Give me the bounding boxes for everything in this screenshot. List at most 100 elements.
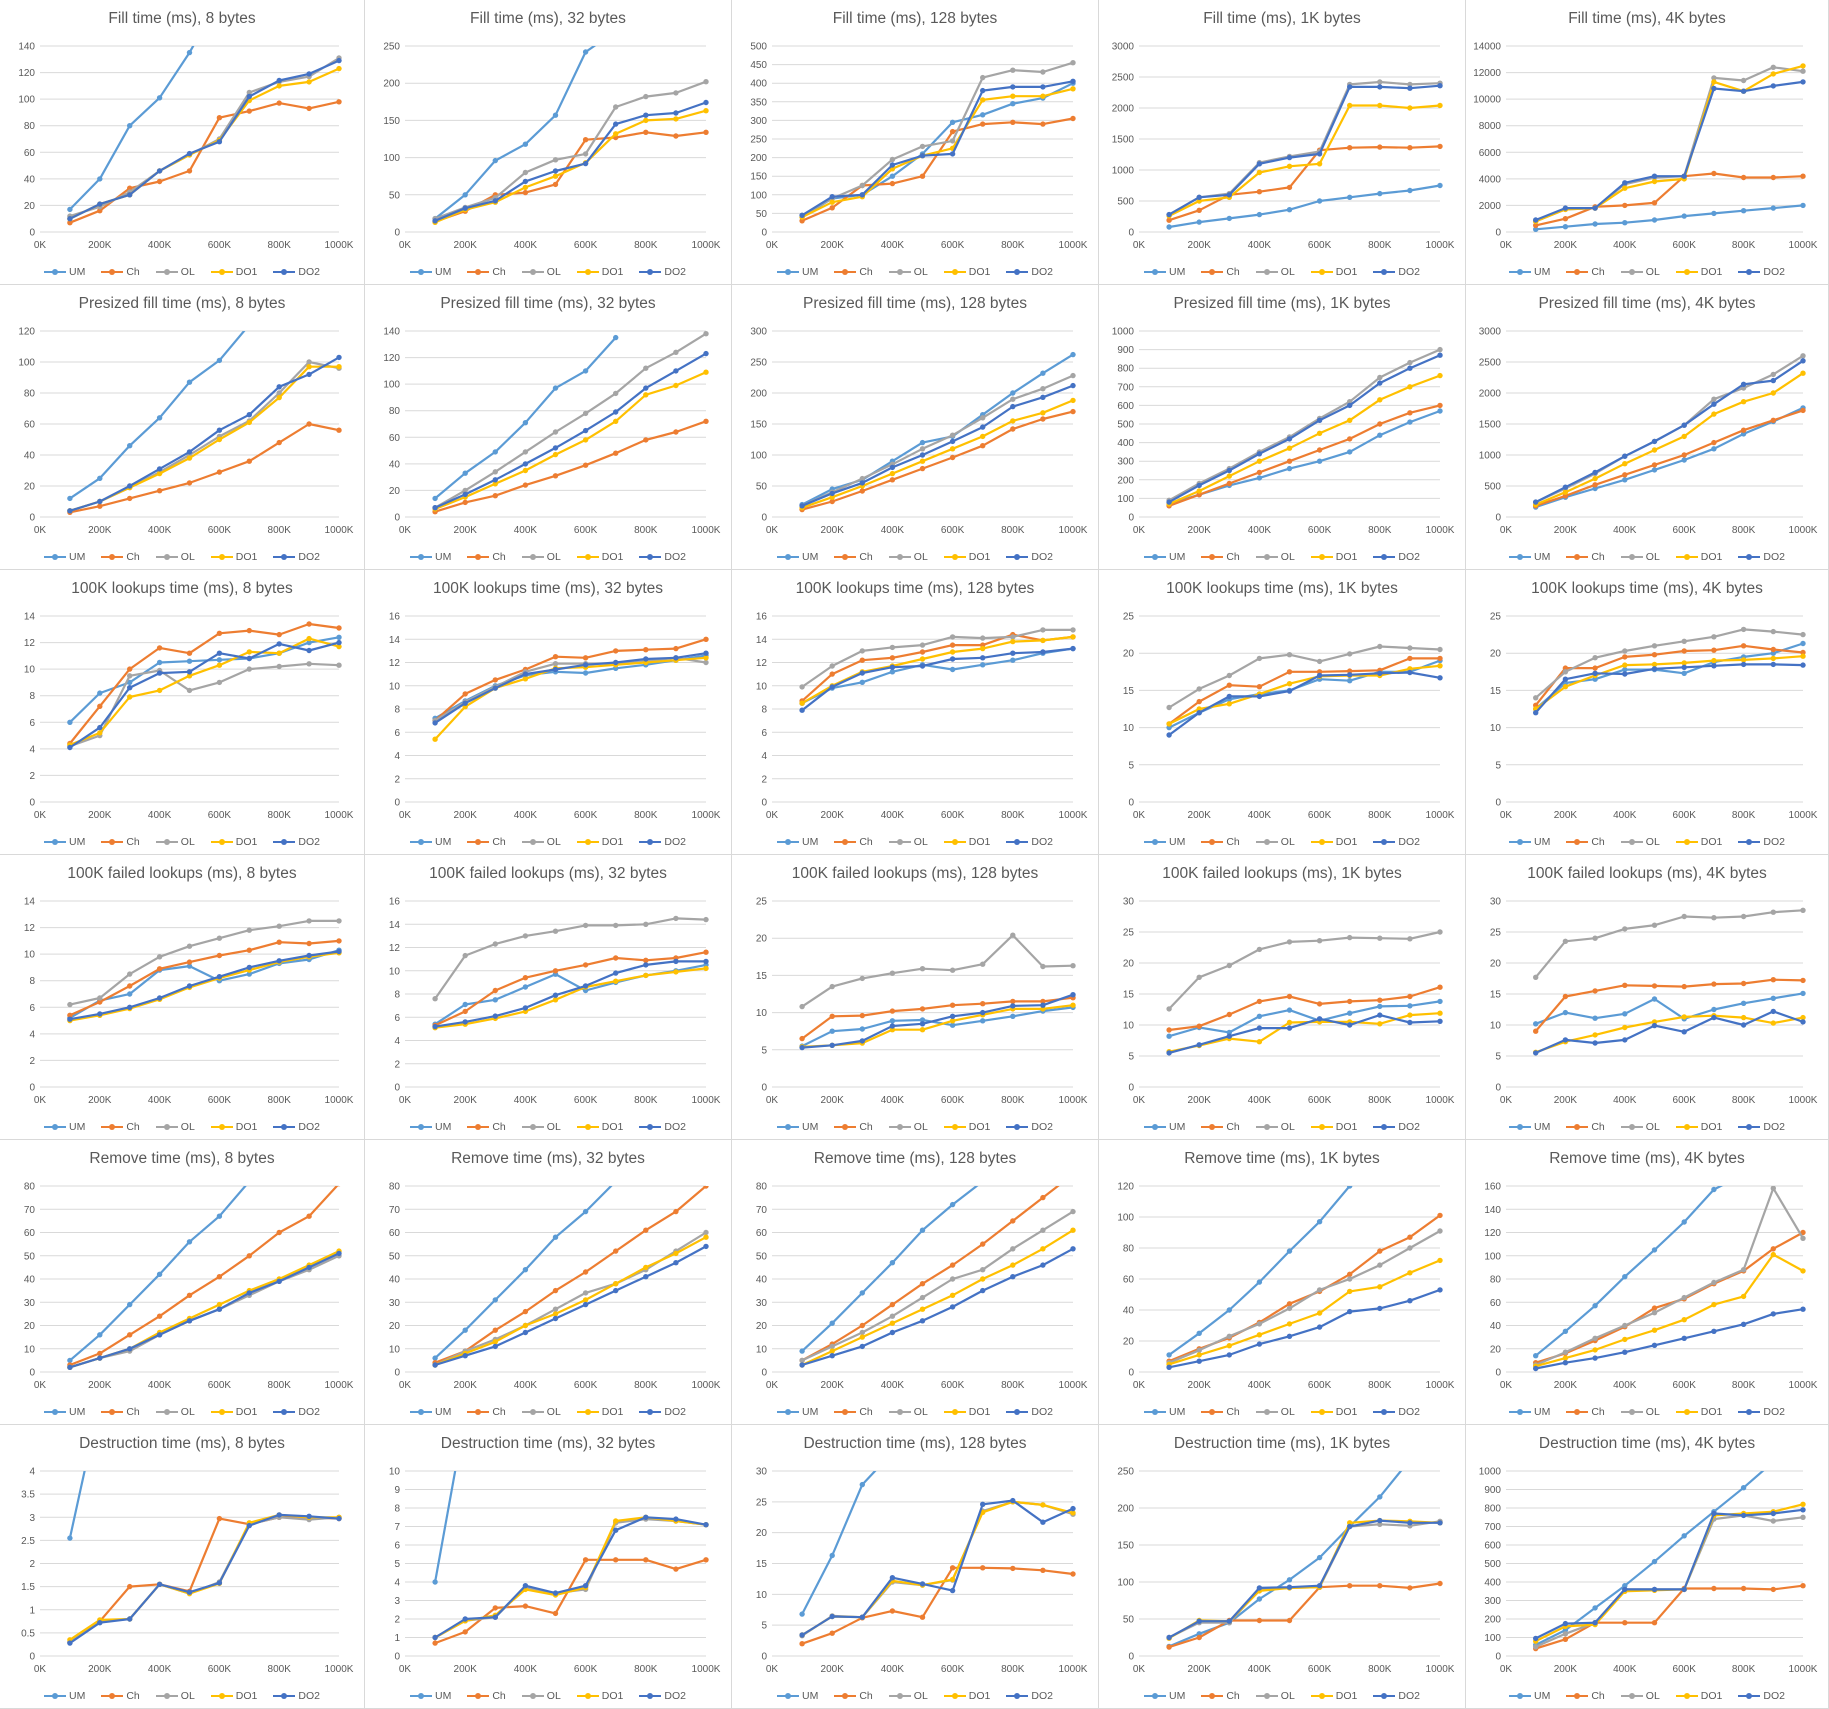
chart-legend: UM Ch OL DO1 DO2 [0,1690,364,1702]
series-line-ol [69,662,340,748]
chart-legend: UM Ch OL DO1 DO2 [1099,836,1465,848]
x-tick-label: 600K [208,1095,232,1106]
data-point-ol [949,634,956,640]
data-point-do1 [1040,93,1046,99]
chart-panel: Remove time (ms), 128 bytes 0 10 20 30 40 50 60… [732,1140,1099,1425]
y-tick-label: 3 [29,1513,35,1524]
data-point-ol [1070,60,1076,66]
legend-label: DO2 [298,551,320,563]
data-point-do2 [306,647,312,654]
legend-item: DO2 [639,551,686,563]
data-point-um [432,1355,438,1361]
data-point-um [336,634,342,640]
data-point-do2 [246,964,252,971]
data-point-ch [1651,1620,1658,1626]
data-point-do2 [613,1287,619,1294]
data-point-um [1622,1274,1628,1280]
x-tick-label: 600K [941,1095,965,1106]
data-point-do2 [216,139,223,145]
data-point-do2 [859,192,865,198]
data-point-ol [1800,1514,1806,1520]
data-point-um [67,495,73,502]
data-point-ol [1010,634,1016,640]
legend-label: Ch [859,1690,873,1702]
series-line-ol [801,1210,1074,1362]
y-tick-label: 350 [750,97,767,108]
legend-swatch [943,267,966,277]
x-tick-label: 0K [766,525,779,536]
data-point-ch [67,220,73,226]
data-point-ol [1651,922,1658,928]
legend-swatch [44,1407,66,1417]
y-tick-label: 4 [394,1578,400,1589]
data-point-um [67,206,73,213]
legend-label: Ch [859,266,873,278]
series-line-do1 [1535,655,1804,710]
y-tick-label: 20 [389,486,401,497]
legend-item: OL [521,1690,561,1702]
data-point-ch [1316,1001,1323,1007]
data-point-ol [1592,1335,1598,1341]
legend-swatch [834,1122,857,1132]
data-point-do1 [1407,1012,1413,1018]
y-tick-label: 300 [750,116,767,127]
legend-item: DO2 [1373,836,1420,848]
data-point-ch [1800,1229,1806,1236]
data-point-do1 [643,972,649,979]
data-point-ol [1770,909,1776,915]
data-point-do2 [1437,675,1443,681]
data-point-ol [1711,634,1717,640]
legend-label: UM [435,1690,452,1702]
x-tick-label: 0K [766,240,779,251]
x-tick-label: 800K [268,1664,292,1675]
y-tick-label: 150 [750,420,767,431]
legend-item: DO2 [639,836,686,848]
data-point-do2 [156,670,163,676]
data-point-ch [1070,1172,1075,1177]
data-point-do2 [156,168,163,174]
legend-item: DO2 [273,551,320,563]
y-tick-label: 4 [394,751,400,762]
data-point-ch [889,1008,896,1014]
legend-item: UM [410,266,451,278]
data-point-ol [1316,658,1323,665]
data-point-um [1256,211,1263,218]
chart-title: 100K failed lookups (ms), 8 bytes [67,865,297,882]
data-point-ch [552,968,559,974]
data-point-do1 [1437,663,1443,669]
data-point-do2 [1316,672,1323,679]
data-point-do1 [1196,198,1202,204]
data-point-ch [1196,1023,1202,1029]
y-tick-label: 2 [394,1615,400,1626]
legend-swatch [467,1122,490,1132]
data-point-ch [1740,427,1747,433]
legend-swatch [1675,552,1698,562]
data-point-um [890,1450,895,1455]
legend-item: DO1 [1675,266,1722,278]
legend-swatch [943,1691,966,1701]
legend-item: DO1 [210,266,257,278]
data-point-do2 [889,1023,896,1029]
legend-swatch [467,837,490,847]
legend-item: DO1 [576,1406,623,1418]
legend-swatch [1255,1122,1278,1132]
data-point-do2 [432,720,438,726]
y-tick-label: 25 [756,1497,768,1508]
data-point-ch [643,647,649,653]
data-point-ol [859,1329,865,1336]
data-point-do2 [1651,173,1658,179]
data-point-ch [246,947,252,953]
y-tick-label: 12000 [1473,68,1501,79]
legend-label: DO1 [1335,836,1358,848]
data-point-um [1166,1352,1172,1358]
data-point-do1 [492,481,498,487]
chart-panel: Presized fill time (ms), 32 bytes 0 20 40 60… [365,285,732,570]
series-line-ol [1534,628,1804,699]
data-point-ch [336,625,342,631]
data-point-do2 [336,948,342,955]
data-point-ch [1196,1634,1202,1641]
series-line-do2 [69,950,340,1021]
y-tick-label: 50 [389,1251,401,1262]
y-tick-label: 800 [1484,1504,1501,1515]
